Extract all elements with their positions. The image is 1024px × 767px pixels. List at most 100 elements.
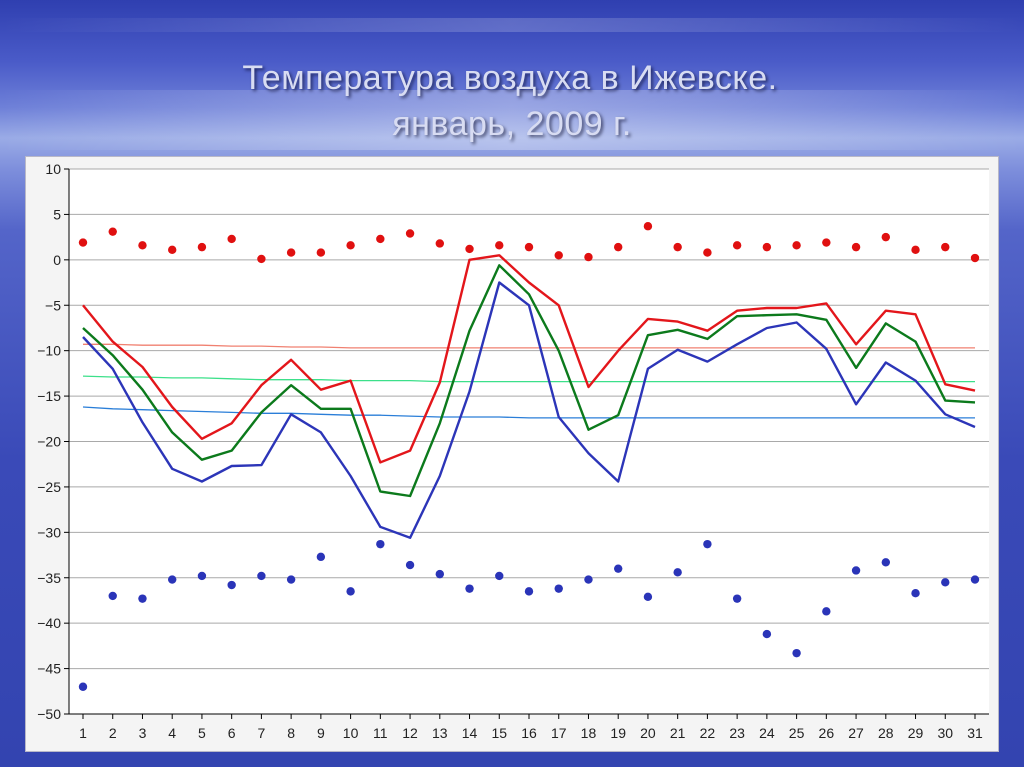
min-dots-point	[376, 539, 385, 549]
min-dots-point	[495, 571, 504, 581]
x-tick-label: 17	[551, 725, 567, 741]
max-dots-point	[346, 241, 355, 250]
max-dots-point	[465, 244, 474, 254]
x-tick-label: 29	[908, 725, 924, 741]
x-tick-label: 4	[168, 725, 176, 741]
max-dots-point	[108, 227, 117, 236]
max-dots-point	[376, 234, 385, 244]
x-tick-label: 12	[402, 725, 418, 741]
x-tick-label: 19	[610, 725, 626, 741]
y-tick-label: −25	[37, 479, 61, 495]
min-dots-point	[257, 571, 266, 581]
max-dots-point	[732, 241, 742, 250]
min-dots-point	[732, 594, 742, 603]
max-dots-point	[435, 239, 444, 248]
max-dots-point	[881, 232, 890, 242]
max-dots-point	[970, 253, 980, 263]
min-dots-point	[970, 575, 980, 584]
max-dots-point	[495, 241, 504, 250]
y-tick-label: 5	[53, 206, 61, 222]
min-dots-point	[286, 575, 296, 584]
min-dots-point	[168, 575, 177, 584]
min-dots-point	[227, 580, 236, 590]
max-dots-point	[316, 248, 326, 257]
max-dots-point	[405, 229, 415, 238]
min-dots-point	[316, 552, 326, 562]
min-dots-point	[346, 587, 355, 596]
min-dots-point	[851, 566, 861, 575]
min-dots-point	[673, 568, 682, 577]
min-dots-point	[465, 584, 474, 593]
min-dots-point	[78, 682, 88, 691]
min-dots-point	[524, 587, 534, 596]
max-dots-point	[762, 242, 772, 252]
x-tick-label: 22	[700, 725, 716, 741]
x-tick-label: 26	[819, 725, 835, 741]
chart-panel: 10 5 0 −5 −10 −15 −20 −25 −30 −35 −40 −45 −50 1 2 3 4 5 6 7…	[25, 156, 999, 752]
x-tick-label: 11	[373, 725, 388, 741]
max-line-series	[82, 254, 976, 464]
min-dots-point	[405, 560, 415, 570]
x-tick-label: 21	[670, 725, 686, 741]
max-dots-point	[614, 242, 623, 252]
min-dots-point	[197, 571, 207, 581]
x-tick-label: 9	[317, 725, 325, 741]
y-tick-label: −40	[37, 615, 61, 631]
x-tick-label: 3	[139, 725, 147, 741]
min-dots-point	[554, 584, 563, 593]
max-dots-point	[703, 248, 712, 257]
x-tick-label: 6	[228, 725, 236, 741]
y-tick-label: −30	[37, 524, 61, 540]
x-tick-label: 24	[759, 725, 775, 741]
max-dots-point	[197, 242, 207, 252]
y-tick-label: −10	[37, 343, 61, 359]
min-dots-point	[792, 648, 801, 658]
x-tick-label: 5	[198, 725, 206, 741]
min-dots-point	[435, 569, 444, 579]
y-tick-label: 10	[45, 161, 61, 177]
y-tick-label: −35	[37, 570, 61, 586]
min-dots-point	[822, 607, 831, 616]
min-line-series	[82, 281, 976, 539]
x-tick-label: 13	[432, 725, 448, 741]
max-dots-point	[554, 251, 563, 260]
min-dots-point	[762, 629, 772, 639]
mean-line-series	[82, 264, 976, 498]
min-dots-point	[643, 592, 653, 602]
x-tick-label: 23	[729, 725, 745, 741]
max-dots-point	[257, 254, 266, 264]
norm-mean-series	[82, 375, 975, 383]
y-tick-label: −5	[45, 297, 61, 313]
min-dots-point	[138, 594, 147, 603]
max-dots-point	[138, 241, 147, 250]
x-tick-label: 7	[258, 725, 266, 741]
min-dots-point	[614, 564, 623, 573]
x-tick-label: 1	[79, 725, 87, 741]
max-dots-point	[78, 238, 88, 247]
x-tick-label: 10	[343, 725, 359, 741]
x-tick-label: 20	[640, 725, 656, 741]
min-dots-point	[703, 539, 712, 549]
max-dots-point	[851, 242, 861, 252]
max-dots-point	[168, 245, 177, 255]
x-tick-label: 16	[521, 725, 537, 741]
x-tick-label: 18	[581, 725, 597, 741]
x-tick-label: 31	[967, 725, 983, 741]
max-dots-point	[286, 248, 296, 257]
max-dots-point	[822, 238, 831, 247]
x-tick-label: 28	[878, 725, 894, 741]
y-tick-label: −45	[37, 661, 61, 677]
max-dots-point	[792, 241, 801, 250]
min-dots-point	[881, 558, 890, 567]
norm-min-series	[82, 406, 975, 419]
x-tick-label: 2	[109, 725, 117, 741]
slide-subtitle: январь, 2009 г.	[392, 105, 632, 143]
max-dots-point	[524, 242, 534, 252]
max-dots-point	[584, 252, 593, 262]
y-tick-label: −15	[37, 388, 61, 404]
slide-title: Температура воздуха в Ижевске.	[242, 59, 778, 97]
x-tick-label: 30	[937, 725, 953, 741]
max-dots-point	[227, 234, 236, 244]
min-dots-point	[941, 578, 950, 587]
y-tick-label: −50	[37, 706, 61, 722]
